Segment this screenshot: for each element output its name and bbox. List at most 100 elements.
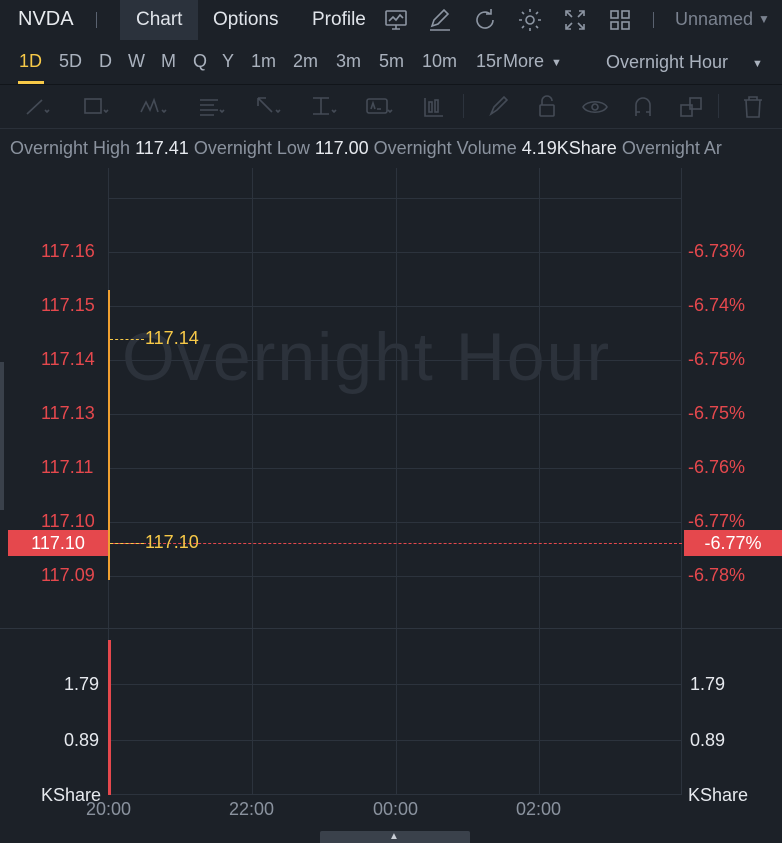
tab-options[interactable]: Options (213, 9, 279, 30)
grid-line-vertical (539, 168, 540, 795)
fibonacci-tool-icon[interactable] (196, 92, 226, 122)
price-axis-label: 117.09 (41, 565, 95, 585)
layout-grid-icon[interactable] (606, 6, 634, 34)
volume-bar (108, 640, 111, 795)
overnight-volume-label: Overnight Volume (373, 138, 517, 158)
caret-down-icon: ▼ (758, 12, 770, 26)
high-marker-line (110, 339, 144, 340)
price-axis-label: 117.13 (41, 403, 95, 423)
lock-icon[interactable] (532, 92, 562, 122)
trend-line-tool-icon[interactable] (22, 92, 52, 122)
last-marker-label: 117.10 (145, 532, 199, 552)
grid-line-vertical (681, 168, 682, 795)
session-selector[interactable]: Overnight Hour (606, 52, 729, 72)
divider (463, 94, 464, 118)
last-marker-line (110, 543, 144, 544)
grid-line-horizontal (108, 468, 682, 469)
overnight-low-label: Overnight Low (193, 138, 310, 158)
last-price-tag: 117.10 (8, 530, 108, 556)
expand-panel-handle[interactable]: ▲ (320, 831, 470, 843)
volume-unit-label: KShare (41, 785, 102, 805)
price-candle (108, 290, 110, 580)
grid-line-horizontal (108, 522, 682, 523)
period-w[interactable]: W (128, 51, 145, 71)
layout-name-dropdown[interactable]: Unnamed (675, 9, 754, 29)
price-axis-label: 117.14 (41, 349, 95, 369)
period-3m[interactable]: 3m (336, 51, 362, 71)
period-bar (0, 40, 782, 85)
period-1m[interactable]: 1m (251, 51, 277, 71)
percent-axis-label: -6.76% (688, 457, 746, 477)
period-d[interactable]: D (99, 51, 112, 71)
layers-icon[interactable] (676, 92, 706, 122)
time-axis-label: 00:00 (373, 799, 419, 819)
tab-profile[interactable]: Profile (312, 9, 366, 30)
overnight-volume-value: 4.19KShare (521, 138, 617, 158)
price-axis-label: 117.15 (41, 295, 95, 315)
ticker-symbol[interactable]: NVDA (18, 8, 74, 30)
period-15m[interactable]: 15r (476, 51, 503, 71)
high-marker-label: 117.14 (145, 328, 199, 348)
draw-pen-icon[interactable] (426, 6, 454, 34)
last-percent-tag: -6.77% (684, 530, 782, 556)
refresh-icon[interactable] (471, 6, 499, 34)
grid-line-horizontal (108, 198, 682, 199)
period-5m[interactable]: 5m (379, 51, 405, 71)
price-axis-label: 117.11 (41, 457, 94, 477)
trash-icon[interactable] (738, 92, 768, 122)
overnight-high-label: Overnight High (10, 138, 131, 158)
grid-line-vertical (396, 168, 397, 795)
volume-axis-label: 0.89 (64, 730, 100, 750)
grid-line-horizontal (108, 360, 682, 361)
grid-line-vertical (252, 168, 253, 795)
price-axis-label: 117.16 (41, 241, 95, 261)
grid-line-horizontal (108, 576, 682, 577)
side-panel-handle[interactable] (0, 362, 4, 510)
percent-axis-label: -6.75% (688, 349, 746, 369)
percent-axis-label: -6.75% (688, 403, 746, 423)
chart-watermark: Overnight Hour (122, 319, 612, 395)
tab-chart[interactable]: Chart (120, 0, 199, 40)
fullscreen-icon[interactable] (561, 6, 589, 34)
arrow-tool-icon[interactable] (252, 92, 282, 122)
measure-tool-icon[interactable] (308, 92, 338, 122)
pane-separator (0, 628, 782, 629)
percent-axis-label: -6.73% (688, 241, 746, 261)
volume-axis-label: 0.89 (690, 730, 726, 750)
period-m[interactable]: M (161, 51, 176, 71)
magnet-icon[interactable] (628, 92, 658, 122)
overnight-low-value: 117.00 (314, 138, 369, 158)
volume-axis-label: 1.79 (64, 674, 100, 694)
grid-line-horizontal (108, 414, 682, 415)
bar-pattern-tool-icon[interactable] (420, 92, 450, 122)
pattern-tool-icon[interactable] (138, 92, 168, 122)
more-periods-dropdown[interactable]: More (503, 51, 545, 71)
brush-icon[interactable] (484, 92, 514, 122)
rectangle-tool-icon[interactable] (80, 92, 110, 122)
last-price-line (108, 543, 682, 544)
divider (96, 12, 97, 28)
caret-down-icon: ▼ (752, 58, 763, 70)
time-axis-label: 02:00 (516, 799, 562, 819)
time-axis-label: 20:00 (86, 799, 132, 819)
period-1d[interactable]: 1D (19, 51, 43, 71)
overnight-high-value: 117.41 (135, 138, 189, 158)
percent-axis-label: -6.74% (688, 295, 746, 315)
chart-monitor-icon[interactable] (382, 6, 410, 34)
top-nav-bar: NVDA Chart Options Profile Unnamed ▼ (0, 0, 782, 40)
divider (718, 94, 719, 118)
period-2m[interactable]: 2m (293, 51, 319, 71)
chart-area[interactable] (0, 168, 782, 798)
text-tool-icon[interactable] (364, 92, 394, 122)
grid-line-horizontal (108, 306, 682, 307)
period-y[interactable]: Y (222, 51, 235, 71)
volume-unit-label: KShare (688, 785, 749, 805)
grid-line-horizontal (108, 740, 682, 741)
period-5d[interactable]: 5D (59, 51, 83, 71)
eye-icon[interactable] (580, 92, 610, 122)
settings-gear-icon[interactable] (516, 6, 544, 34)
period-10m[interactable]: 10m (422, 51, 458, 71)
period-q[interactable]: Q (193, 51, 208, 71)
overnight-stats-line: Overnight High 117.41 Overnight Low 117.… (10, 138, 722, 159)
divider (653, 12, 654, 28)
